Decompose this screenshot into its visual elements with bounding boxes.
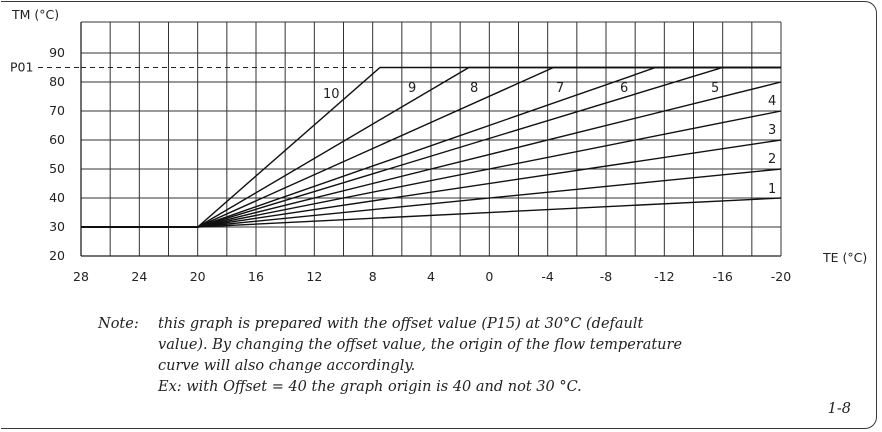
- y-tick-label: 20: [49, 248, 65, 263]
- y-tick-label: 60: [49, 132, 65, 147]
- curve-3-label: 3: [768, 123, 776, 138]
- x-tick-label: 0: [485, 269, 493, 284]
- x-tick-label: 16: [248, 269, 264, 284]
- x-tick-label: -16: [712, 269, 732, 284]
- y-axis-label: TM (°C): [11, 7, 59, 22]
- x-tick-label: 8: [369, 269, 377, 284]
- y-tick-label: 70: [49, 103, 65, 118]
- y-tick-label: 90: [49, 45, 65, 60]
- x-tick-label: -20: [771, 269, 791, 284]
- x-tick-label: -12: [654, 269, 674, 284]
- x-tick-label: 20: [190, 269, 206, 284]
- curve-9-label: 9: [408, 81, 416, 96]
- axis-ticks: 28 24 20 16 12 8 4 0 -4 -8 -12 -16 -2020304050607080…: [49, 45, 791, 284]
- curve-4-label: 4: [768, 94, 776, 109]
- p01-reference-line: P01: [10, 60, 373, 75]
- curve-8-label: 8: [470, 81, 478, 96]
- p01-label: P01: [10, 60, 33, 75]
- note-line: value). By changing the offset value, th…: [158, 337, 683, 353]
- y-tick-label: 40: [49, 190, 65, 205]
- x-tick-label: 12: [306, 269, 322, 284]
- curve-10-line: [81, 66, 781, 228]
- y-tick-label: 80: [49, 74, 65, 89]
- curve-1-label: 1: [768, 182, 776, 197]
- x-tick-label: 28: [73, 269, 89, 284]
- x-tick-label: -8: [600, 269, 613, 284]
- y-tick-label: 50: [49, 161, 65, 176]
- note-label: Note:: [98, 316, 139, 332]
- y-tick-label: 30: [49, 219, 65, 234]
- x-tick-label: -4: [541, 269, 554, 284]
- figure-number: 1-8: [827, 401, 851, 417]
- curve-5-label: 5: [711, 81, 719, 96]
- note-text: this graph is prepared with the offset v…: [158, 314, 758, 398]
- chart-grid: [80, 21, 782, 257]
- curve-7-label: 7: [556, 81, 564, 96]
- note-line: curve will also change accordingly.: [158, 358, 416, 374]
- axis-labels: TM (°C) TE (°C): [11, 7, 867, 265]
- curve-10-label: 10: [323, 87, 340, 102]
- note-line: this graph is prepared with the offset v…: [158, 316, 644, 332]
- curve-2-label: 2: [768, 152, 776, 167]
- x-tick-label: 4: [427, 269, 435, 284]
- x-axis-label: TE (°C): [822, 250, 867, 265]
- curve-series: 1 2 3 4 5 6 7 8 9 10: [81, 66, 782, 228]
- note-line: Ex: with Offset = 40 the graph origin is…: [158, 379, 582, 395]
- curve-6-label: 6: [620, 81, 628, 96]
- x-tick-label: 24: [131, 269, 147, 284]
